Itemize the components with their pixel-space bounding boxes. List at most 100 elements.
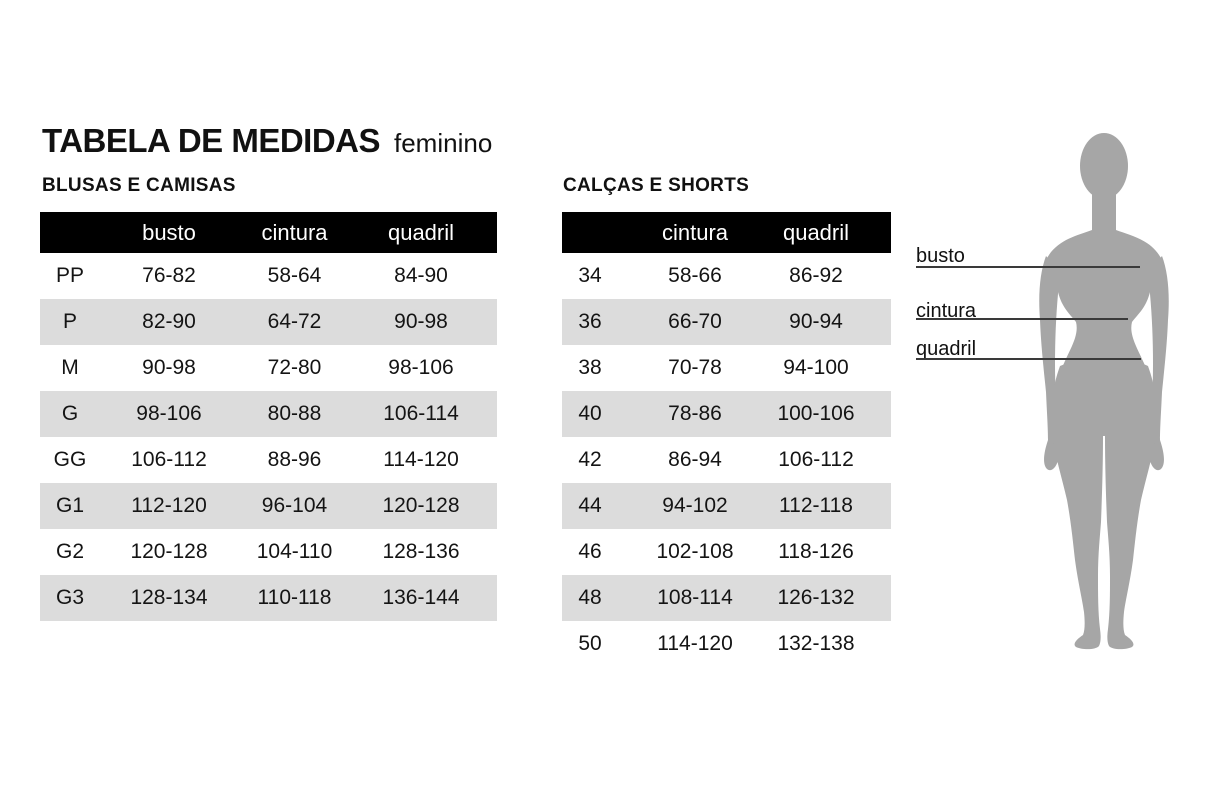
table-cell: 120-128 xyxy=(382,494,460,517)
table-cell: 132-138 xyxy=(777,632,855,655)
table-cell: G1 xyxy=(55,494,84,517)
table-body: 34 58-66 86-92 36 66-70 90-94 38 70-78 94-100 40 7… xyxy=(562,253,891,667)
cintura-label: cintura xyxy=(916,300,977,322)
section-title-calcas-e-shorts: CALÇAS E SHORTS xyxy=(563,175,750,196)
table-cell: 90-98 xyxy=(142,356,196,379)
table-cell: 98-106 xyxy=(388,356,454,379)
page-title-main: TABELA DE MEDIDAS xyxy=(42,122,381,159)
table-cell: 96-104 xyxy=(261,494,328,517)
table-cell: 98-106 xyxy=(136,402,202,425)
busto-measure-line xyxy=(916,266,1140,268)
table-row: G1 112-120 96-104 120-128 xyxy=(40,483,497,529)
table-cell: 112-118 xyxy=(779,494,853,517)
table-cell: 40 xyxy=(578,402,602,425)
table-cell: 88-96 xyxy=(267,448,322,471)
table-cell: 38 xyxy=(578,356,602,379)
table-cell: 114-120 xyxy=(657,632,733,655)
table-row: 40 78-86 100-106 xyxy=(562,391,891,437)
table-row: PP 76-82 58-64 84-90 xyxy=(40,253,497,299)
table-cell: 46 xyxy=(578,540,602,563)
quadril-measure-line xyxy=(916,358,1141,360)
table-cell: 90-98 xyxy=(394,310,448,333)
table-cell: 102-108 xyxy=(656,540,734,563)
table-cell: 94-102 xyxy=(662,494,728,517)
column-header: cintura xyxy=(661,219,729,245)
column-header: quadril xyxy=(782,219,850,245)
table-row: 36 66-70 90-94 xyxy=(562,299,891,345)
table-cell: 136-144 xyxy=(382,586,460,609)
table-cell: 86-94 xyxy=(668,448,722,471)
table-cell: 90-94 xyxy=(789,310,843,333)
table-cell: 58-66 xyxy=(668,264,722,287)
table-cell: 78-86 xyxy=(668,402,722,425)
table-row: 46 102-108 118-126 xyxy=(562,529,891,575)
table-cell: 128-136 xyxy=(382,540,460,563)
table-cell: 36 xyxy=(578,310,602,333)
table-cell: 80-88 xyxy=(267,402,322,425)
table-cell: 106-114 xyxy=(383,402,459,425)
table-row: G3 128-134 110-118 136-144 xyxy=(40,575,497,621)
page-title-qualifier: feminino xyxy=(394,128,493,158)
table-row: 50 114-120 132-138 xyxy=(562,621,891,667)
calcas-size-table: cintura quadril 34 58-66 86-92 36 66-70 90-94 3… xyxy=(562,212,891,667)
table-cell: 86-92 xyxy=(789,264,843,287)
table-cell: 104-110 xyxy=(256,540,333,563)
table-row: G 98-106 80-88 106-114 xyxy=(40,391,497,437)
table-cell: 106-112 xyxy=(131,448,207,471)
table-header-row: cintura quadril xyxy=(562,212,891,253)
table-cell: 34 xyxy=(578,264,602,287)
table-cell: 94-100 xyxy=(783,356,849,379)
table-cell: 44 xyxy=(578,494,602,517)
table-cell: 64-72 xyxy=(267,310,322,333)
table-cell: 114-120 xyxy=(383,448,459,471)
table-cell: 48 xyxy=(578,586,602,609)
table-cell: 106-112 xyxy=(778,448,854,471)
busto-label: busto xyxy=(916,245,965,267)
table-row: G2 120-128 104-110 128-136 xyxy=(40,529,497,575)
female-body-silhouette-icon xyxy=(1039,133,1169,650)
table-cell: 110-118 xyxy=(257,586,332,609)
table-cell: 58-64 xyxy=(267,264,322,287)
table-cell: 50 xyxy=(578,632,602,655)
table-cell: 76-82 xyxy=(142,264,196,287)
table-cell: 72-80 xyxy=(267,356,322,379)
table-row: 38 70-78 94-100 xyxy=(562,345,891,391)
page-title: TABELA DE MEDIDAS feminino xyxy=(42,122,492,160)
cintura-measure-line xyxy=(916,318,1128,320)
column-header: quadril xyxy=(387,219,455,245)
section-title-blusas-e-camisas: BLUSAS E CAMISAS xyxy=(42,175,236,196)
quadril-label: quadril xyxy=(916,338,977,360)
table-cell: GG xyxy=(53,448,87,471)
table-cell: G xyxy=(61,402,79,425)
table-row: 44 94-102 112-118 xyxy=(562,483,891,529)
blusas-size-table: busto cintura quadril PP 76-82 58-64 84-90 P 82… xyxy=(40,212,497,621)
table-cell: 128-134 xyxy=(130,586,208,609)
table-cell: 84-90 xyxy=(394,264,448,287)
table-row: P 82-90 64-72 90-98 xyxy=(40,299,497,345)
table-cell: 120-128 xyxy=(130,540,208,563)
table-cell: M xyxy=(61,356,79,379)
table-row: 42 86-94 106-112 xyxy=(562,437,891,483)
table-cell: 100-106 xyxy=(777,402,855,425)
column-header: cintura xyxy=(261,219,328,245)
table-cell: 118-126 xyxy=(778,540,854,563)
table-cell: G3 xyxy=(55,586,84,609)
table-cell: 42 xyxy=(578,448,602,471)
table-cell: 82-90 xyxy=(142,310,196,333)
table-row: 48 108-114 126-132 xyxy=(562,575,891,621)
table-row: 34 58-66 86-92 xyxy=(562,253,891,299)
table-cell: 66-70 xyxy=(668,310,722,333)
table-cell: PP xyxy=(55,264,84,287)
table-cell: 112-120 xyxy=(131,494,207,517)
table-cell: 126-132 xyxy=(777,586,855,609)
table-cell: 108-114 xyxy=(657,586,733,609)
table-row: M 90-98 72-80 98-106 xyxy=(40,345,497,391)
table-cell: P xyxy=(62,310,77,333)
table-cell: 70-78 xyxy=(668,356,722,379)
column-header: busto xyxy=(142,219,196,245)
table-row: GG 106-112 88-96 114-120 xyxy=(40,437,497,483)
table-body: PP 76-82 58-64 84-90 P 82-90 64-72 90-98 M 90-98 7… xyxy=(40,253,497,621)
table-cell: G2 xyxy=(55,540,84,563)
table-header-row: busto cintura quadril xyxy=(40,212,497,253)
